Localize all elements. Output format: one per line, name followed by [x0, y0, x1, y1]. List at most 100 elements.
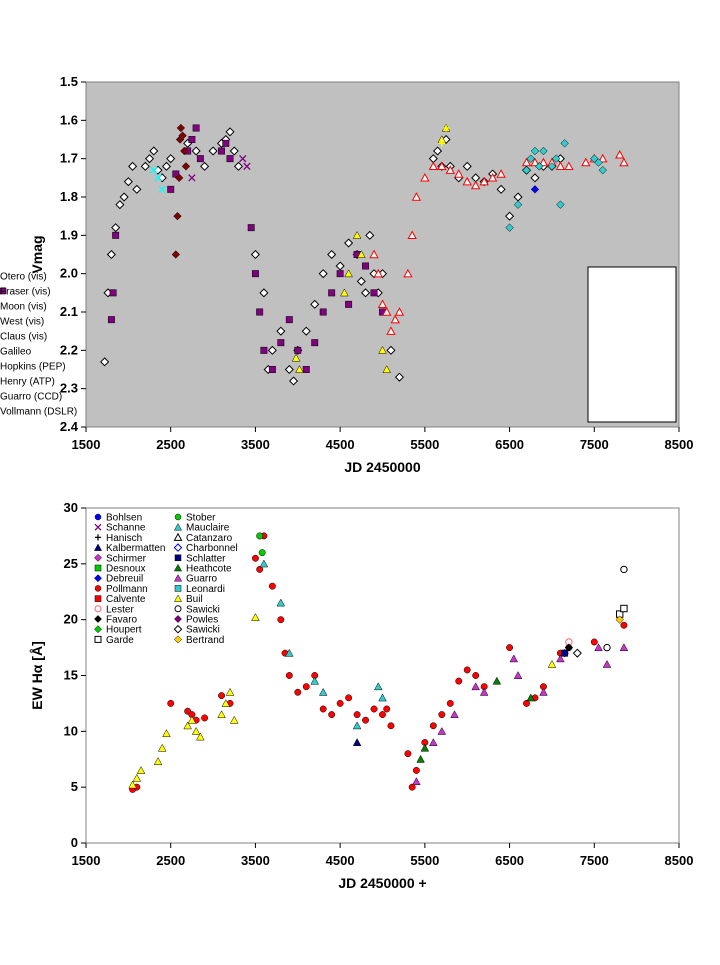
data-point	[572, 648, 582, 658]
data-point	[222, 139, 230, 147]
legend-label: Guarro	[186, 574, 218, 585]
data-point	[180, 146, 189, 156]
data-point	[256, 532, 264, 540]
data-point	[328, 289, 336, 297]
data-point	[446, 699, 454, 707]
data-point	[496, 184, 506, 194]
data-point	[294, 346, 302, 354]
legend-label: Vollmann (DSLR)	[0, 407, 77, 418]
data-point	[471, 682, 480, 691]
data-point	[428, 161, 439, 171]
x-tick-label: 8500	[665, 853, 694, 868]
data-point	[594, 643, 603, 652]
data-point	[564, 643, 574, 652]
data-point	[555, 161, 566, 171]
data-point	[176, 123, 186, 133]
data-point	[107, 316, 115, 324]
data-point	[268, 582, 276, 590]
ew-halpha-chart: 1500 2500 3500 4500 5500 6500 7500 8500 0 5 10 15 20…	[29, 500, 693, 891]
data-point	[218, 147, 225, 155]
data-point	[429, 738, 438, 746]
data-point	[370, 705, 378, 713]
data-point	[479, 687, 489, 696]
data-point	[285, 316, 293, 324]
x-tick-label: 1500	[72, 437, 101, 452]
legend-marker	[174, 615, 182, 623]
data-point	[394, 307, 405, 316]
data-point	[268, 366, 276, 373]
legend-marker	[173, 594, 183, 602]
y-axis-title: EW Hα [Å]	[29, 641, 45, 709]
data-point	[136, 766, 146, 774]
data-point	[174, 173, 184, 183]
legend-marker	[173, 563, 183, 572]
legend-label: Schlatter	[186, 553, 226, 564]
data-point	[404, 750, 412, 758]
data-point	[128, 780, 137, 789]
legend-label: West (vis)	[0, 317, 44, 328]
data-point	[217, 710, 226, 719]
data-point	[256, 565, 264, 573]
legend-label: Calvente	[106, 594, 146, 605]
data-point	[162, 729, 171, 738]
legend-label: Pollmann	[106, 584, 148, 595]
data-point	[153, 757, 163, 765]
legend-label: Sawicki	[186, 604, 220, 615]
data-point	[106, 249, 116, 260]
data-point	[530, 173, 540, 183]
data-point	[505, 223, 514, 232]
data-point	[295, 365, 304, 373]
data-point	[344, 269, 353, 278]
y-tick-label: 2.0	[60, 266, 78, 281]
legend-marker	[0, 287, 7, 295]
data-point	[157, 743, 167, 752]
y-tick-label: 1.7	[60, 151, 78, 166]
data-point	[370, 289, 378, 297]
data-point	[433, 146, 443, 156]
data-point	[560, 139, 569, 148]
data-point	[173, 211, 182, 221]
legend-label: Sawicki	[186, 625, 220, 636]
data-point	[352, 738, 362, 746]
legend-label: Kalbermatten	[106, 543, 165, 554]
data-point	[251, 270, 259, 278]
legend-label: Houpert	[106, 625, 142, 636]
x-tick-label: 2500	[156, 853, 185, 868]
y-tick-label: 0	[71, 835, 78, 850]
data-point	[109, 289, 117, 297]
y-axis-title: Vmag	[29, 235, 45, 273]
data-point	[188, 174, 196, 182]
x-tick-label: 6500	[495, 853, 524, 868]
legend-label: Hanisch	[106, 533, 142, 544]
data-point	[408, 783, 416, 791]
data-point	[539, 146, 548, 156]
data-point	[564, 161, 574, 171]
data-points	[128, 532, 629, 793]
legend-marker	[94, 574, 102, 583]
data-point	[256, 308, 264, 316]
data-point	[154, 174, 162, 182]
legend-label: Moon (vis)	[0, 302, 47, 313]
x-tick-label: 5500	[410, 853, 439, 868]
data-point	[111, 223, 121, 233]
y-tick-label: 25	[64, 556, 78, 571]
x-tick-label: 7500	[580, 853, 609, 868]
data-point	[167, 699, 175, 707]
data-point	[140, 161, 150, 171]
data-point	[471, 180, 481, 190]
data-point	[403, 268, 413, 278]
data-point	[513, 671, 523, 679]
data-point	[551, 154, 561, 163]
data-point	[336, 270, 344, 278]
data-point	[250, 249, 260, 260]
x-axis-title: JD 2450000 +	[338, 875, 426, 891]
data-point	[590, 154, 599, 163]
data-point	[302, 366, 310, 373]
data-point	[455, 677, 463, 685]
legend-marker	[173, 532, 183, 541]
data-point	[247, 224, 255, 232]
data-point	[260, 346, 268, 354]
y-tick-label: 20	[64, 612, 78, 627]
y-tick-label: 1.6	[60, 112, 78, 127]
